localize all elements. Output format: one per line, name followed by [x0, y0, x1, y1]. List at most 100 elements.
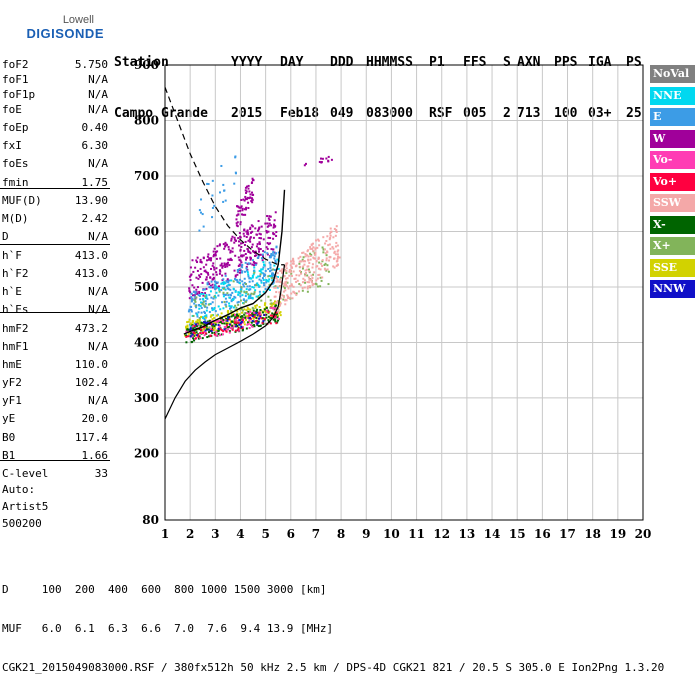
echo-point-w: [249, 240, 252, 243]
echo-point-w: [236, 205, 239, 208]
echo-point-w: [249, 193, 252, 196]
echo-point-ssw: [280, 280, 283, 283]
echo-point-x-: [211, 327, 214, 330]
x-tick-label: 15: [509, 527, 526, 541]
echo-point-x+: [260, 299, 263, 302]
param-key: B1: [2, 449, 16, 462]
echo-point-w: [274, 211, 277, 214]
header-row1-cell: YYYY: [231, 55, 263, 70]
echo-point-w: [237, 264, 240, 267]
echo-point-ssw: [335, 230, 338, 233]
echo-point-x-: [261, 311, 264, 314]
echo-point-ssw: [289, 260, 292, 263]
echo-point-w: [266, 253, 269, 256]
echo-point-w: [249, 227, 252, 230]
echo-point-ssw: [326, 250, 329, 253]
echo-point-sse: [239, 308, 242, 311]
x-tick-label: 16: [534, 527, 551, 541]
echo-point-nne: [276, 258, 279, 261]
echo-point-w: [227, 261, 230, 264]
echo-point-nne: [260, 268, 263, 271]
echo-point-e: [234, 296, 237, 299]
param-row: B1 1.66: [2, 449, 108, 464]
echo-point-w: [240, 213, 243, 216]
echo-point-e: [271, 274, 274, 277]
echo-point-nnw: [195, 323, 198, 326]
echo-point-x-: [257, 320, 260, 323]
echo-point-e: [214, 310, 217, 313]
echo-point-w: [193, 286, 196, 289]
echo-point-x-: [255, 310, 258, 313]
echo-point-x+: [267, 275, 270, 278]
echo-point-ssw: [323, 267, 326, 270]
echo-point-w: [226, 265, 229, 268]
echo-point-ssw: [308, 270, 311, 273]
echo-point-sse: [191, 320, 194, 323]
param-key: foE: [2, 103, 22, 116]
echo-point-x-: [185, 334, 188, 337]
echo-point-e: [275, 246, 278, 249]
echo-point-w: [246, 256, 249, 259]
echo-point-ssw: [321, 259, 324, 262]
misc-artist: Artist5: [2, 500, 49, 513]
echo-point-vo+: [228, 318, 231, 321]
echo-point-w: [240, 198, 243, 201]
echo-point-x-: [232, 314, 235, 317]
echo-point-e: [221, 301, 224, 304]
echo-point-ssw: [311, 263, 314, 266]
echo-point-nnw: [251, 320, 254, 323]
echo-point-ssw: [332, 247, 335, 250]
x-tick-label: 17: [559, 527, 576, 541]
echo-point-w: [224, 263, 227, 266]
param-key: h`F: [2, 249, 22, 262]
echo-point-ssw: [304, 271, 307, 274]
param-key: foF1: [2, 73, 29, 86]
echo-point-e: [225, 280, 228, 283]
echo-point-w: [265, 246, 268, 249]
echo-point-ssw: [299, 265, 302, 268]
echo-point-vo+: [263, 317, 266, 320]
echo-point-w: [260, 237, 263, 240]
echo-point-w: [224, 241, 227, 244]
echo-point-ssw: [297, 257, 300, 260]
header-row2: Campo Grande 2015 Feb18 049 083000 RSF 005 2 713…: [114, 105, 642, 122]
echo-point-ssw: [309, 246, 312, 249]
echo-point-nnw: [189, 328, 192, 331]
echo-point-sse: [203, 328, 206, 331]
echo-point-w: [258, 248, 261, 251]
echo-point-sse: [185, 325, 188, 328]
param-value: N/A: [88, 394, 108, 407]
x-tick-label: 14: [484, 527, 501, 541]
echo-point-x-: [252, 309, 255, 312]
echo-point-x+: [255, 284, 258, 287]
echo-point-x-: [217, 330, 220, 333]
echo-point-vo+: [225, 330, 228, 333]
echo-point-x+: [234, 304, 237, 307]
echo-point-e: [196, 315, 199, 318]
echo-point-vo+: [241, 327, 244, 330]
echo-point-sse: [184, 334, 187, 337]
echo-point-x+: [257, 295, 260, 298]
echo-point-vo-: [192, 325, 195, 328]
echo-point-x+: [245, 290, 248, 293]
echo-point-e: [208, 286, 211, 289]
echo-point-ssw: [277, 310, 280, 313]
echo-point-e: [216, 281, 219, 284]
echo-point-w: [196, 261, 199, 264]
echo-point-vo+: [239, 323, 242, 326]
echo-point-x+: [302, 256, 305, 259]
echo-point-x-: [261, 317, 264, 320]
echo-point-w: [272, 237, 275, 240]
echo-point-ssw: [312, 283, 315, 286]
echo-point-e: [208, 293, 211, 296]
echo-point-x-: [208, 331, 211, 334]
echo-point-sse: [249, 308, 252, 311]
echo-point-w: [241, 209, 244, 212]
echo-point-ssw: [284, 303, 287, 306]
echo-point-e: [268, 274, 271, 277]
echo-point-e: [203, 317, 206, 320]
echo-point-e: [264, 287, 267, 290]
echo-point-ssw: [298, 269, 301, 272]
param-key: foF1p: [2, 88, 36, 101]
echo-point-w: [205, 263, 208, 266]
